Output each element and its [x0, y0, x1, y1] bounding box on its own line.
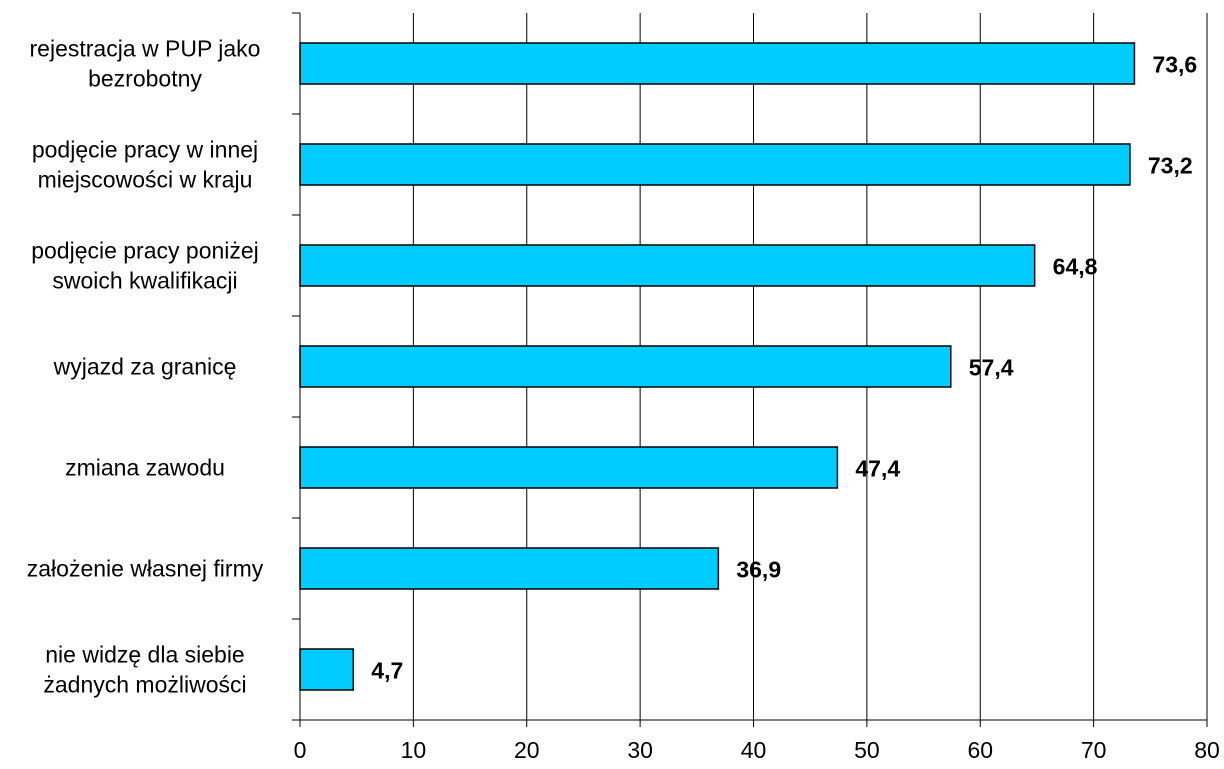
x-tick-labels: 0 10 20 30 40 50 60 70 80 — [294, 737, 1220, 763]
value-label: 73,6 — [1152, 52, 1197, 78]
category-label: zmiana zawodu — [65, 455, 225, 481]
x-tick-label: 40 — [741, 737, 767, 763]
category-label: rejestracja w PUP jako — [30, 36, 261, 62]
category-label: nie widzę dla siebie — [45, 642, 244, 668]
value-label: 36,9 — [736, 557, 781, 583]
x-tick-label: 80 — [1194, 737, 1220, 763]
x-tick-label: 70 — [1081, 737, 1107, 763]
category-label: bezrobotny — [88, 66, 202, 92]
x-tick-label: 10 — [401, 737, 427, 763]
x-tick-label: 20 — [514, 737, 540, 763]
bars — [299, 42, 1136, 691]
axes — [292, 12, 1208, 727]
category-label: swoich kwalifikacji — [52, 268, 237, 294]
value-labels: 73,6 73,2 64,8 57,4 47,4 36,9 4,7 — [371, 52, 1197, 684]
category-label: podjęcie pracy w innej — [32, 137, 258, 163]
category-label: założenie własnej firmy — [27, 556, 264, 582]
value-label: 4,7 — [371, 658, 403, 684]
x-tick-label: 50 — [854, 737, 880, 763]
bar — [299, 244, 1036, 287]
category-label: podjęcie pracy poniżej — [31, 238, 259, 264]
value-label: 73,2 — [1148, 153, 1193, 179]
category-label: żadnych możliwości — [43, 672, 246, 698]
bar — [299, 547, 720, 590]
bar — [299, 446, 839, 489]
category-label: miejscowości w kraju — [38, 167, 253, 193]
bar — [299, 143, 1131, 186]
value-label: 47,4 — [855, 456, 900, 482]
x-tick-label: 0 — [294, 737, 307, 763]
bar — [299, 345, 952, 388]
bar — [299, 648, 355, 691]
value-label: 64,8 — [1053, 254, 1098, 280]
x-tick-label: 60 — [967, 737, 993, 763]
value-label: 57,4 — [969, 355, 1014, 381]
x-tick-label: 30 — [627, 737, 653, 763]
category-labels: rejestracja w PUP jako bezrobotny podjęcie… — [27, 36, 264, 698]
category-label: wyjazd za granicę — [53, 354, 237, 380]
bar — [299, 42, 1136, 85]
